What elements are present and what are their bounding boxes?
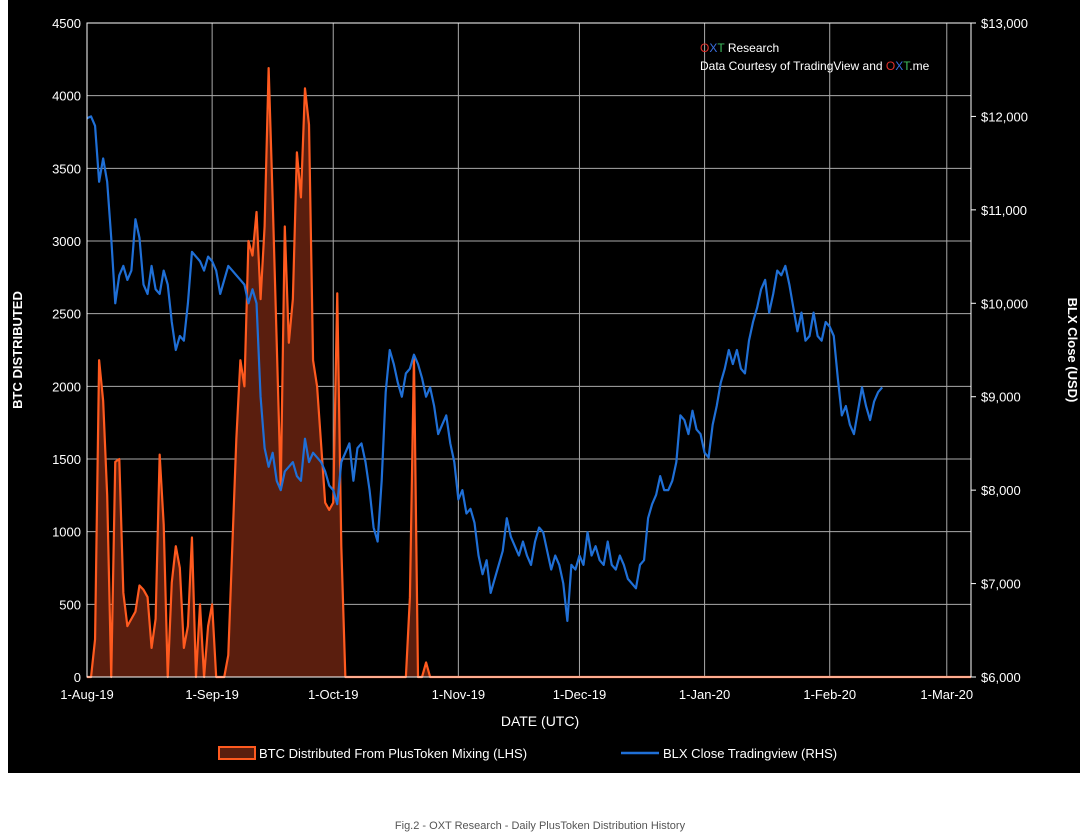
y-tick-label-right: $6,000: [981, 670, 1021, 685]
x-tick-label: 1-Nov-19: [432, 687, 485, 702]
plot-frame: [86, 22, 972, 678]
y-tick-label-right: $9,000: [981, 390, 1021, 405]
y-tick-label-left: 2000: [52, 379, 81, 394]
y-tick-label-left: 500: [59, 597, 81, 612]
y-tick-label-right: $8,000: [981, 483, 1021, 498]
y-tick-label-left: 4000: [52, 89, 81, 104]
y-tick-label-right: $11,000: [981, 203, 1027, 218]
grid: [86, 22, 971, 678]
y-tick-label-left: 1000: [52, 525, 81, 540]
y-tick-label-left: 4500: [52, 16, 81, 31]
blx-series: [86, 115, 884, 623]
y-axis-label-left: BTC DISTRIBUTED: [10, 291, 25, 409]
btc-area-fill: [87, 68, 971, 678]
y-tick-label-right: $10,000: [981, 296, 1028, 311]
x-tick-label: 1-Dec-19: [553, 687, 606, 702]
annotation-oxt-research: OXT Research: [700, 41, 779, 55]
y-tick-label-right: $12,000: [981, 109, 1028, 124]
legend: BTC Distributed From PlusToken Mixing (L…: [218, 746, 837, 761]
y-tick-label-left: 0: [74, 670, 81, 685]
y-tick-label-left: 3500: [52, 161, 81, 176]
legend-label-blx: BLX Close Tradingview (RHS): [663, 746, 837, 761]
blx-price-line: [86, 115, 884, 623]
y-tick-label-left: 3000: [52, 234, 81, 249]
y-tick-label-left: 1500: [52, 452, 81, 467]
btc-series: [87, 66, 971, 679]
x-tick-label: 1-Jan-20: [679, 687, 730, 702]
x-tick-label: 1-Aug-19: [60, 687, 113, 702]
legend-swatch-btc: [218, 746, 256, 760]
chart: 0 500 1000 1500 2000 2500 3000 3500 4000 4500 $6,0…: [10, 16, 1080, 761]
x-tick-label: 1-Oct-19: [308, 687, 359, 702]
x-tick-label: 1-Feb-20: [803, 687, 856, 702]
y-tick-label-left: 2500: [52, 307, 81, 322]
y-axis-label-right: BLX Close (USD): [1065, 298, 1080, 403]
x-tick-label: 1-Mar-20: [920, 687, 973, 702]
y-tick-label-right: $7,000: [981, 577, 1021, 592]
x-tick-label: 1-Sep-19: [185, 687, 238, 702]
legend-label-btc: BTC Distributed From PlusToken Mixing (L…: [259, 746, 527, 761]
annotation-data-courtesy: Data Courtesy of TradingView and OXT.me: [700, 59, 930, 73]
x-axis-label: DATE (UTC): [501, 713, 579, 729]
btc-line: [87, 66, 971, 679]
figure-caption: Fig.2 - OXT Research - Daily PlusToken D…: [394, 820, 686, 832]
y-tick-label-right: $13,000: [981, 16, 1028, 31]
axes: 0 500 1000 1500 2000 2500 3000 3500 4000 4500 $6,0…: [52, 16, 1028, 702]
